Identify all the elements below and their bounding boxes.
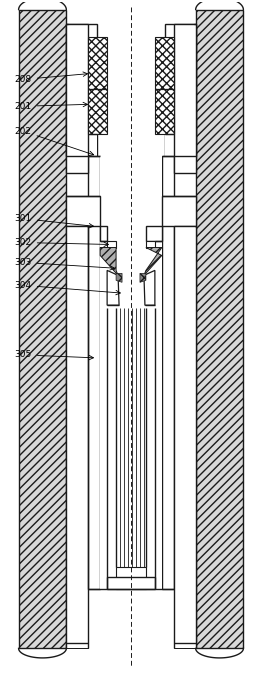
Bar — [146, 240, 155, 247]
Bar — [107, 577, 155, 588]
Bar — [88, 156, 100, 588]
Bar — [66, 225, 88, 649]
Text: 301: 301 — [15, 214, 94, 228]
Bar — [174, 225, 196, 649]
Text: 208: 208 — [15, 72, 88, 84]
Bar — [100, 156, 162, 588]
Text: 303: 303 — [15, 258, 114, 270]
Bar — [88, 89, 107, 134]
Bar — [88, 36, 107, 89]
Polygon shape — [144, 247, 162, 275]
Bar — [116, 566, 146, 588]
Polygon shape — [146, 225, 162, 240]
Bar — [175, 227, 195, 639]
Text: 202: 202 — [15, 127, 94, 155]
Bar — [165, 134, 196, 156]
Bar — [66, 134, 97, 156]
Bar — [66, 24, 88, 173]
Text: 302: 302 — [15, 238, 108, 247]
Bar — [162, 156, 174, 588]
Bar — [174, 24, 196, 173]
Text: 305: 305 — [15, 351, 94, 360]
Polygon shape — [144, 271, 155, 306]
Text: 304: 304 — [15, 281, 120, 295]
Bar — [155, 306, 162, 588]
Bar — [162, 196, 196, 225]
Text: 201: 201 — [15, 102, 88, 111]
Bar — [196, 10, 243, 649]
Polygon shape — [116, 273, 122, 282]
Bar — [107, 240, 116, 247]
Polygon shape — [100, 247, 118, 275]
Polygon shape — [140, 273, 146, 282]
Bar — [155, 89, 174, 134]
Bar — [67, 227, 87, 639]
Bar — [100, 306, 107, 588]
Bar — [165, 24, 196, 156]
Polygon shape — [107, 271, 119, 306]
Polygon shape — [100, 225, 107, 240]
Bar — [174, 225, 196, 649]
Bar — [19, 10, 66, 649]
Bar — [155, 36, 174, 89]
Bar — [66, 24, 97, 156]
Bar — [66, 196, 100, 225]
Bar — [66, 225, 88, 649]
